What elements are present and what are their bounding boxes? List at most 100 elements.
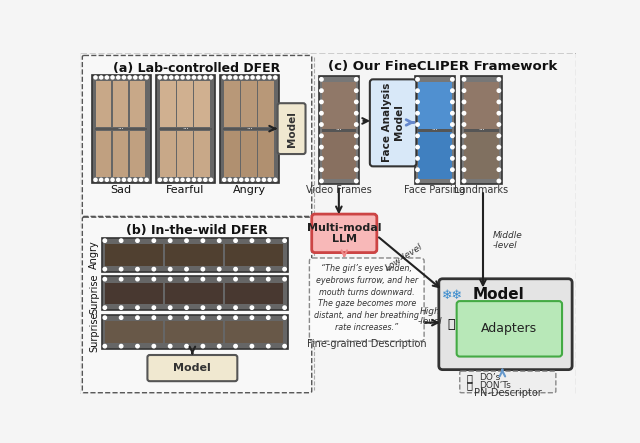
Bar	[113, 81, 129, 127]
Circle shape	[497, 123, 500, 126]
Circle shape	[198, 76, 201, 79]
Circle shape	[266, 277, 270, 281]
Circle shape	[462, 112, 466, 115]
Circle shape	[234, 239, 237, 242]
Circle shape	[201, 345, 205, 348]
Circle shape	[251, 76, 254, 79]
FancyBboxPatch shape	[309, 258, 424, 341]
Circle shape	[145, 178, 148, 181]
Circle shape	[201, 306, 205, 309]
Circle shape	[106, 178, 108, 181]
Circle shape	[198, 178, 201, 181]
Text: Model: Model	[287, 111, 296, 147]
Circle shape	[185, 268, 188, 271]
Circle shape	[100, 76, 103, 79]
Circle shape	[462, 157, 466, 160]
Bar	[225, 283, 283, 304]
Circle shape	[239, 178, 243, 181]
Text: DON’Ts: DON’Ts	[479, 381, 511, 389]
Circle shape	[251, 178, 254, 181]
Circle shape	[416, 179, 419, 183]
Circle shape	[136, 345, 139, 348]
Circle shape	[185, 277, 188, 281]
Circle shape	[462, 89, 466, 92]
FancyBboxPatch shape	[439, 279, 572, 369]
Circle shape	[193, 76, 195, 79]
Circle shape	[120, 239, 123, 242]
Circle shape	[218, 268, 221, 271]
Circle shape	[355, 179, 358, 183]
Circle shape	[416, 78, 419, 81]
Text: Fearful: Fearful	[166, 185, 205, 195]
Circle shape	[170, 76, 173, 79]
Circle shape	[320, 168, 323, 171]
Circle shape	[451, 134, 454, 137]
Circle shape	[120, 306, 123, 309]
Text: Angry: Angry	[89, 241, 99, 269]
Circle shape	[355, 123, 358, 126]
Circle shape	[170, 178, 173, 181]
Bar	[105, 244, 163, 266]
Text: Model: Model	[472, 287, 524, 302]
Circle shape	[228, 178, 232, 181]
Circle shape	[168, 277, 172, 281]
Circle shape	[497, 157, 500, 160]
Bar	[102, 238, 288, 272]
Circle shape	[262, 178, 266, 181]
Circle shape	[136, 316, 139, 319]
Circle shape	[416, 89, 419, 92]
Text: Video Frames: Video Frames	[306, 185, 372, 195]
Bar	[225, 321, 283, 343]
Circle shape	[250, 277, 253, 281]
Circle shape	[120, 268, 123, 271]
Circle shape	[497, 145, 500, 149]
Circle shape	[416, 157, 419, 160]
Bar	[95, 81, 111, 127]
Circle shape	[416, 134, 419, 137]
Circle shape	[234, 277, 237, 281]
Circle shape	[152, 239, 156, 242]
Bar	[465, 132, 499, 179]
Bar	[164, 321, 223, 343]
Bar	[415, 76, 455, 184]
Circle shape	[451, 168, 454, 171]
Circle shape	[106, 76, 108, 79]
Bar	[223, 128, 276, 130]
Text: “The girl’s eyes widen,
eyebrows furrow, and her
mouth turns downward.
The gaze : “The girl’s eyes widen, eyebrows furrow,…	[314, 264, 419, 332]
Circle shape	[175, 76, 179, 79]
Text: Surprise: Surprise	[89, 273, 99, 314]
Circle shape	[201, 268, 205, 271]
Circle shape	[283, 306, 286, 309]
FancyBboxPatch shape	[370, 79, 417, 167]
Circle shape	[250, 345, 253, 348]
Circle shape	[168, 268, 172, 271]
Bar	[164, 244, 223, 266]
Circle shape	[168, 239, 172, 242]
Circle shape	[320, 179, 323, 183]
Bar	[95, 131, 111, 177]
Circle shape	[462, 100, 466, 104]
Circle shape	[168, 316, 172, 319]
Circle shape	[355, 157, 358, 160]
Circle shape	[451, 89, 454, 92]
Circle shape	[187, 76, 190, 79]
Circle shape	[193, 178, 195, 181]
Circle shape	[266, 316, 270, 319]
Circle shape	[136, 277, 139, 281]
Circle shape	[320, 112, 323, 115]
Circle shape	[451, 112, 454, 115]
Circle shape	[274, 76, 277, 79]
Circle shape	[134, 76, 137, 79]
Circle shape	[257, 76, 260, 79]
Circle shape	[266, 268, 270, 271]
Circle shape	[185, 239, 188, 242]
Circle shape	[462, 134, 466, 137]
Circle shape	[111, 76, 114, 79]
Bar	[322, 82, 356, 128]
Bar	[105, 321, 163, 343]
Circle shape	[250, 239, 253, 242]
Circle shape	[497, 112, 500, 115]
Circle shape	[164, 76, 167, 79]
Text: ···: ···	[246, 126, 253, 132]
Circle shape	[164, 178, 167, 181]
